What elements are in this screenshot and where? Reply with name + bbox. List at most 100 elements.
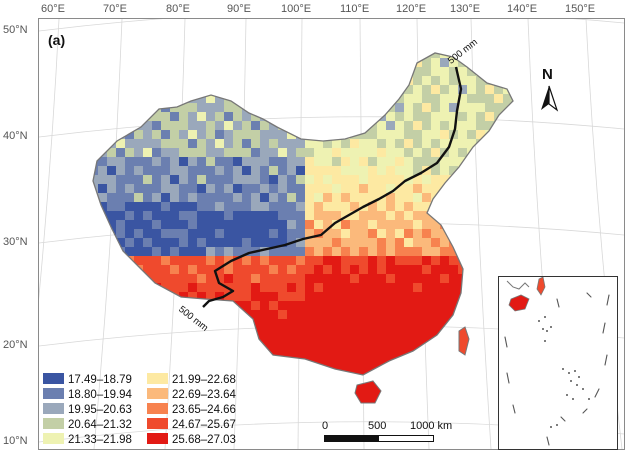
grid-cell <box>134 112 143 121</box>
grid-cell <box>449 373 458 375</box>
grid-cell <box>395 202 404 211</box>
grid-cell <box>197 355 206 364</box>
grid-cell <box>287 220 296 229</box>
grid-cell <box>332 94 341 103</box>
grid-cell <box>170 139 179 148</box>
grid-cell <box>107 94 116 103</box>
grid-cell <box>413 238 422 247</box>
grid-cell <box>404 346 413 355</box>
legend-label: 22.69–23.64 <box>172 389 236 401</box>
grid-cell <box>494 166 503 175</box>
grid-cell <box>134 337 143 346</box>
grid-cell <box>332 319 341 328</box>
grid-cell <box>224 139 233 148</box>
grid-cell <box>296 346 305 355</box>
grid-cell <box>152 274 161 283</box>
grid-cell <box>314 229 323 238</box>
grid-cell <box>278 58 287 67</box>
grid-cell <box>170 121 179 130</box>
grid-cell <box>485 274 494 283</box>
grid-cell <box>197 139 206 148</box>
grid-cell <box>413 166 422 175</box>
grid-cell <box>188 112 197 121</box>
grid-cell <box>170 53 179 58</box>
grid-cell <box>377 148 386 157</box>
grid-cell <box>314 103 323 112</box>
grid-cell <box>152 247 161 256</box>
grid-cell <box>242 301 251 310</box>
grid-cell <box>341 76 350 85</box>
grid-cell <box>242 94 251 103</box>
grid-cell <box>152 301 161 310</box>
grid-cell <box>422 256 431 265</box>
grid-cell <box>458 310 467 319</box>
grid-cell <box>476 157 485 166</box>
grid-cell <box>116 301 125 310</box>
grid-cell <box>269 301 278 310</box>
grid-cell <box>93 67 98 76</box>
grid-cell <box>98 202 107 211</box>
grid-cell <box>350 175 359 184</box>
grid-cell <box>251 292 260 301</box>
grid-cell <box>413 157 422 166</box>
grid-cell <box>323 202 332 211</box>
grid-cell <box>188 53 197 58</box>
grid-cell <box>269 76 278 85</box>
grid-cell <box>233 247 242 256</box>
grid-cell <box>503 265 512 274</box>
grid-cell <box>197 202 206 211</box>
grid-cell <box>251 220 260 229</box>
grid-cell <box>404 364 413 373</box>
grid-cell <box>485 292 494 301</box>
grid-cell <box>152 121 161 130</box>
grid-cell <box>242 166 251 175</box>
grid-cell <box>179 346 188 355</box>
grid-cell <box>422 319 431 328</box>
grid-cell <box>332 130 341 139</box>
grid-cell <box>269 373 278 375</box>
grid-cell <box>413 130 422 139</box>
grid-cell <box>251 58 260 67</box>
grid-cell <box>224 274 233 283</box>
grid-cell <box>260 130 269 139</box>
grid-cell <box>449 211 458 220</box>
grid-cell <box>359 130 368 139</box>
grid-cell <box>125 238 134 247</box>
grid-cell <box>93 202 98 211</box>
grid-cell <box>314 211 323 220</box>
grid-cell <box>440 247 449 256</box>
inset-boundary-dashes <box>504 292 610 446</box>
inset-island <box>572 398 574 400</box>
grid-cell <box>314 328 323 337</box>
grid-cell <box>143 319 152 328</box>
grid-cell <box>116 220 125 229</box>
grid-cell <box>251 85 260 94</box>
grid-cell <box>278 238 287 247</box>
grid-cell <box>188 130 197 139</box>
grid-cell <box>116 67 125 76</box>
grid-cell <box>341 184 350 193</box>
grid-cell <box>431 184 440 193</box>
grid-cell <box>161 229 170 238</box>
grid-cell <box>296 103 305 112</box>
grid-cell <box>305 220 314 229</box>
grid-cell <box>350 85 359 94</box>
grid-cell <box>260 328 269 337</box>
grid-cell <box>332 193 341 202</box>
grid-cell <box>188 274 197 283</box>
grid-cell <box>93 121 98 130</box>
grid-cell <box>161 247 170 256</box>
grid-cell <box>296 202 305 211</box>
grid-cell <box>98 67 107 76</box>
grid-cell <box>467 85 476 94</box>
grid-cell <box>458 175 467 184</box>
grid-cell <box>503 112 512 121</box>
grid-cell <box>368 328 377 337</box>
grid-cell <box>269 247 278 256</box>
grid-cell <box>404 292 413 301</box>
grid-cell <box>467 184 476 193</box>
grid-cell <box>287 274 296 283</box>
grid-cell <box>224 292 233 301</box>
inset-island <box>550 326 552 328</box>
grid-cell <box>224 319 233 328</box>
